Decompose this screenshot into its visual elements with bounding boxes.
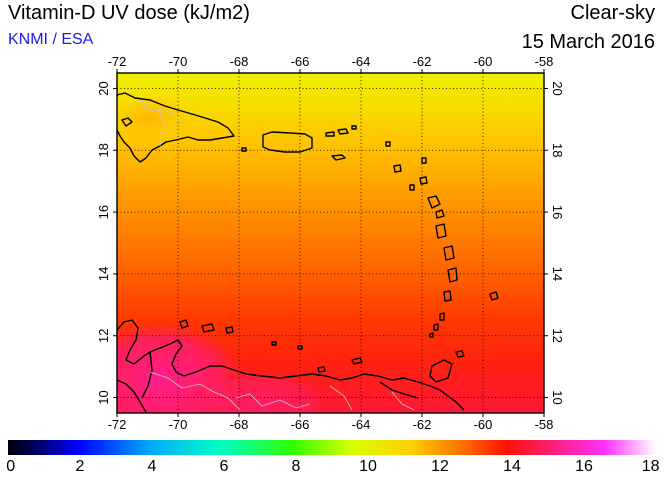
country-borders [139,99,415,411]
lon-label: -68 [230,417,249,432]
lon-labels-bottom: -72 -70 -68 -66 -64 -62 -60 -58 [108,417,554,432]
lat-label: 20 [96,81,111,95]
lat-label: 16 [550,205,565,219]
lon-label: -64 [352,417,371,432]
lon-labels-top: -72 -70 -68 -66 -64 -62 -60 -58 [108,54,554,69]
lat-label: 14 [96,267,111,281]
lat-label: 10 [550,390,565,404]
colorbar-label: 8 [291,458,301,475]
colorbar-label: 10 [359,458,377,475]
colorbar-label: 4 [147,458,157,475]
lat-label: 14 [550,267,565,281]
lon-label: -72 [108,417,127,432]
colorbar-label: 18 [641,458,660,475]
lon-label: -60 [474,54,493,69]
lon-label: -68 [230,54,249,69]
colorbar-label: 6 [219,458,229,475]
lon-label: -70 [169,417,188,432]
lon-label: -72 [108,54,127,69]
lon-label: -66 [291,54,310,69]
lon-label: -58 [535,417,554,432]
lon-label: -66 [291,417,310,432]
map-frame [116,72,545,414]
uv-field [117,73,544,413]
lat-label: 18 [550,143,565,157]
lon-label: -62 [413,54,432,69]
lon-label: -58 [535,54,554,69]
graticule [117,73,544,413]
colorbar-label: 16 [575,458,593,475]
lon-label: -62 [413,417,432,432]
lon-label: -70 [169,54,188,69]
colorbar-label: 14 [503,458,521,475]
lat-label: 16 [96,205,111,219]
axis-ticks [113,69,548,417]
colorbar-label: 2 [75,458,85,475]
credit-label: KNMI / ESA [8,31,94,48]
lat-label: 18 [96,143,111,157]
lat-label: 12 [550,328,565,342]
colorbar-label: 12 [431,458,449,475]
colorbar-label: 0 [6,458,16,475]
colorbar [8,440,656,455]
lat-labels-right: 10 12 14 16 18 20 [550,81,565,405]
lat-labels-left: 10 12 14 16 18 20 [96,81,111,405]
date-label: 15 March 2016 [521,31,655,53]
lat-label: 20 [550,81,565,95]
lon-label: -64 [352,54,371,69]
lat-label: 12 [96,328,111,342]
lat-label: 10 [96,390,111,404]
lon-label: -60 [474,417,493,432]
coastlines [117,92,499,413]
mode-label: Clear-sky [570,2,655,24]
map-title: Vitamin-D UV dose (kJ/m2) [8,2,250,24]
